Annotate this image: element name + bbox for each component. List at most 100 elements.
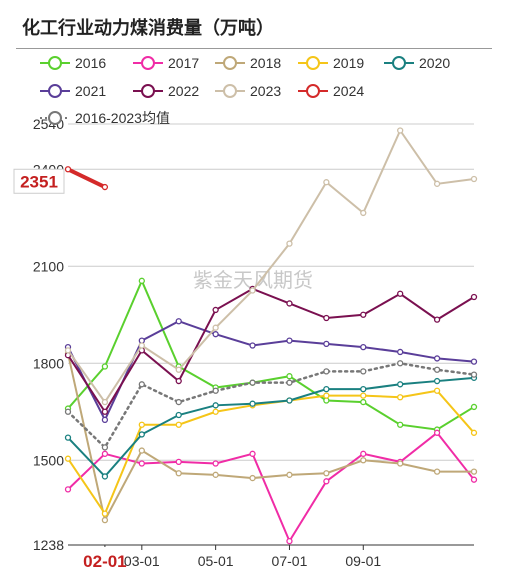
legend-item-2017[interactable]: 2017	[133, 55, 199, 71]
legend[interactable]: 2016 2017 2018 2019 2020 2021 2022 2023 2024 2016…	[40, 55, 450, 126]
data-point	[433, 180, 441, 187]
data-point	[249, 400, 256, 407]
axis-layer: 12381500180021002400254002-0103-0105-010…	[33, 116, 474, 573]
series-layer	[64, 127, 478, 545]
y-tick-label: 1500	[33, 452, 64, 468]
x-tick-label: 09-01	[345, 553, 381, 569]
legend-item-2024[interactable]: 2024	[298, 83, 364, 99]
data-point	[286, 373, 293, 380]
data-point	[64, 486, 72, 493]
series-line-avg	[66, 362, 476, 450]
data-point	[138, 277, 145, 284]
legend-label: 2024	[333, 83, 364, 99]
label-layer: 2351	[13, 168, 65, 194]
data-point	[323, 385, 330, 393]
legend-label: 2018	[250, 55, 281, 71]
data-point	[64, 408, 72, 415]
series-2024	[64, 166, 109, 191]
data-point	[397, 290, 404, 297]
data-point	[138, 381, 145, 388]
data-point	[323, 340, 330, 348]
data-point	[397, 127, 404, 134]
data-point	[470, 293, 478, 301]
data-point	[212, 408, 219, 415]
data-point	[249, 342, 256, 349]
series-line-2016	[67, 278, 475, 431]
data-point	[433, 387, 441, 394]
data-point	[212, 306, 219, 314]
data-point	[212, 331, 219, 338]
legend-label: 2022	[168, 83, 199, 99]
data-point	[212, 402, 219, 409]
series-line-2022	[67, 287, 475, 414]
data-point	[101, 416, 109, 424]
data-point	[175, 470, 182, 477]
chart-title: 化工行业动力煤消费量（万吨）	[22, 18, 274, 39]
series-avg	[64, 360, 478, 451]
data-point	[286, 397, 293, 404]
x-tick-label: 05-01	[198, 553, 234, 569]
data-point	[101, 473, 109, 480]
data-point	[64, 455, 72, 462]
data-point	[360, 450, 367, 457]
data-point	[286, 337, 293, 344]
data-point	[286, 240, 293, 247]
data-point	[101, 408, 109, 415]
data-point	[286, 537, 293, 545]
data-point	[101, 510, 109, 517]
data-point	[433, 316, 441, 323]
series-line-2018	[67, 353, 474, 523]
data-point	[138, 460, 145, 467]
data-point	[175, 318, 182, 325]
legend-swatch-marker	[48, 56, 62, 70]
legend-item-2020[interactable]: 2020	[384, 55, 450, 71]
x-tick-highlight-bg	[72, 547, 137, 573]
legend-item-2021[interactable]: 2021	[40, 83, 106, 99]
legend-swatch-marker	[141, 56, 155, 70]
data-point	[397, 360, 404, 367]
series-2023	[64, 127, 478, 406]
data-point	[286, 379, 293, 386]
data-point	[212, 324, 219, 331]
data-point	[323, 470, 330, 477]
data-point	[433, 468, 441, 475]
legend-swatch-marker	[48, 84, 62, 98]
legend-label: 2017	[168, 55, 199, 71]
series-line-2023	[67, 128, 475, 404]
y-tick-label: 1238	[33, 537, 64, 553]
data-point	[433, 429, 441, 436]
data-point	[175, 377, 182, 385]
data-point	[470, 476, 478, 483]
data-point	[323, 392, 330, 399]
legend-swatch-marker	[48, 111, 62, 125]
legend-item-2023[interactable]: 2023	[215, 83, 281, 99]
legend-item-2022[interactable]: 2022	[133, 83, 199, 99]
data-point	[397, 460, 404, 467]
data-point	[360, 343, 367, 351]
data-point	[470, 429, 478, 436]
legend-swatch-marker	[392, 56, 406, 70]
data-point	[470, 371, 478, 378]
y-tick-label: 1800	[33, 355, 64, 371]
legend-item-2016[interactable]: 2016	[40, 55, 106, 71]
legend-swatch-marker	[223, 84, 237, 98]
data-point	[360, 385, 367, 393]
legend-label: 2019	[333, 55, 364, 71]
x-tick-label-highlight: 02-01	[83, 552, 126, 571]
x-tick-label: 03-01	[124, 553, 160, 569]
data-point	[323, 478, 330, 485]
legend-item-2018[interactable]: 2018	[215, 55, 281, 71]
legend-label: 2023	[250, 83, 281, 99]
data-point	[360, 392, 367, 399]
data-point	[212, 471, 219, 478]
data-point	[212, 460, 219, 467]
data-point	[175, 458, 182, 466]
data-point	[433, 355, 441, 362]
data-point	[101, 516, 109, 524]
legend-item-avg[interactable]: 2016-2023均值	[40, 110, 170, 126]
data-point	[360, 398, 367, 406]
data-point	[101, 450, 109, 457]
data-point	[323, 314, 330, 322]
legend-item-2019[interactable]: 2019	[298, 55, 364, 71]
